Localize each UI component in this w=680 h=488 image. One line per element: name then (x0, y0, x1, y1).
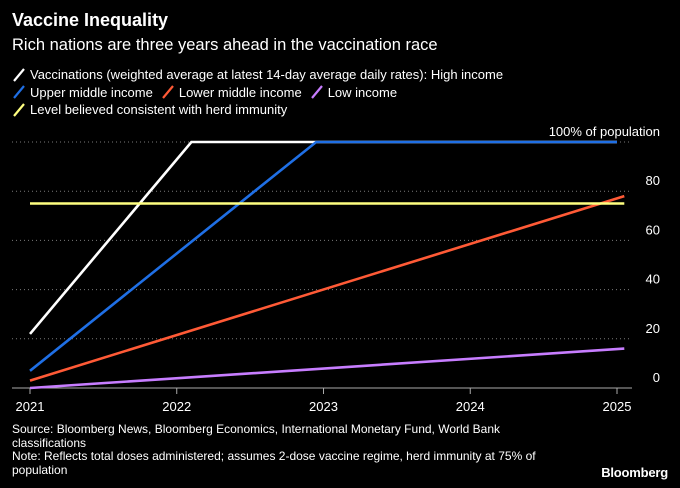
x-tick-label-2025: 2025 (603, 399, 632, 414)
legend-item-low-income: Low income (310, 84, 397, 102)
x-tick-label-2022: 2022 (162, 399, 191, 414)
legend-swatch-upper-middle-icon (12, 85, 26, 99)
chart-subtitle: Rich nations are three years ahead in th… (12, 36, 438, 54)
legend-label-low-income: Low income (327, 84, 398, 100)
series-line-3 (29, 347, 625, 390)
legend-label-lower-middle: Lower middle income (178, 84, 302, 100)
x-tick-label-2024: 2024 (456, 399, 485, 414)
legend-item-upper-middle: Upper middle income (12, 84, 153, 102)
legend: Vaccinations (weighted average at latest… (12, 66, 511, 119)
legend-swatch-low-income-icon (310, 85, 324, 99)
chart-title: Vaccine Inequality (12, 10, 169, 30)
legend-label-herd-immunity: Level believed consistent with herd immu… (30, 102, 288, 117)
y-tick-label-20: 20 (646, 321, 660, 336)
x-tick-label-2023: 2023 (309, 399, 338, 414)
footer: Source: Bloomberg News, Bloomberg Econom… (12, 422, 572, 477)
legend-swatch-herd-immunity-icon (12, 103, 26, 117)
legend-item-high-income: Vaccinations (weighted average at latest… (12, 66, 503, 84)
methodology-note: Note: Reflects total doses administered;… (12, 449, 536, 477)
y-tick-label-40: 40 (646, 272, 660, 287)
legend-swatch-high-income-icon (12, 68, 26, 82)
x-tick-label-2021: 2021 (16, 399, 45, 414)
brand-logo: Bloomberg (601, 465, 668, 480)
y-tick-label-60: 60 (646, 222, 660, 237)
legend-item-herd-immunity: Level believed consistent with herd immu… (12, 101, 287, 119)
source-note: Source: Bloomberg News, Bloomberg Econom… (12, 422, 501, 450)
series-line-2 (29, 194, 625, 382)
legend-item-lower-middle: Lower middle income (161, 84, 302, 102)
legend-row-3: Level believed consistent with herd immu… (12, 101, 511, 119)
y-tick-label-80: 80 (646, 173, 660, 188)
legend-label-upper-middle: Upper middle income (30, 84, 153, 100)
series-line-1 (29, 140, 617, 372)
legend-row-1: Vaccinations (weighted average at latest… (12, 66, 511, 84)
legend-label-high-income: Vaccinations (weighted average at latest… (30, 67, 504, 82)
y-tick-label-0: 0 (653, 370, 660, 385)
series-line-0 (29, 140, 617, 335)
y-tick-label-100: 100% of population (549, 124, 660, 139)
legend-swatch-lower-middle-icon (161, 85, 175, 99)
legend-row-2: Upper middle income Lower middle income … (12, 84, 511, 102)
